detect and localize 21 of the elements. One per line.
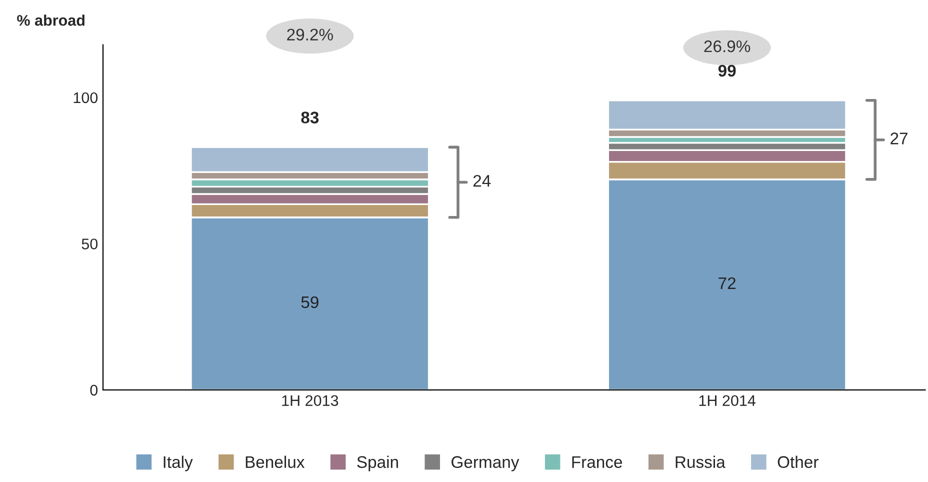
total-label: 83 [301, 112, 319, 124]
x-tick-label: 1H 2014 [699, 395, 756, 406]
y-tick-label: 100 [74, 92, 98, 104]
text: 29.2% [287, 28, 333, 41]
y-axis-title: % abroad [17, 14, 84, 26]
legend-label: Italy [164, 456, 193, 472]
annotation: 27 [890, 132, 908, 144]
annotation: 24 [473, 174, 491, 187]
data-label: 59 [301, 296, 318, 308]
total-label: 99 [718, 64, 736, 77]
data-label: 72 [718, 277, 736, 289]
legend-label: Other [778, 456, 818, 468]
y-tick-label: 0 [90, 384, 98, 396]
legend-label: Germany [452, 456, 520, 472]
annotation: 26.9% [704, 40, 750, 52]
legend-label: France [572, 456, 622, 468]
legend-label: Russia [676, 456, 726, 468]
y-tick-label: 50 [82, 238, 98, 250]
x-tick-label: 1H 2013 [282, 395, 338, 406]
legend-label: Spain [357, 456, 398, 472]
legend-label: Benelux [246, 456, 305, 468]
